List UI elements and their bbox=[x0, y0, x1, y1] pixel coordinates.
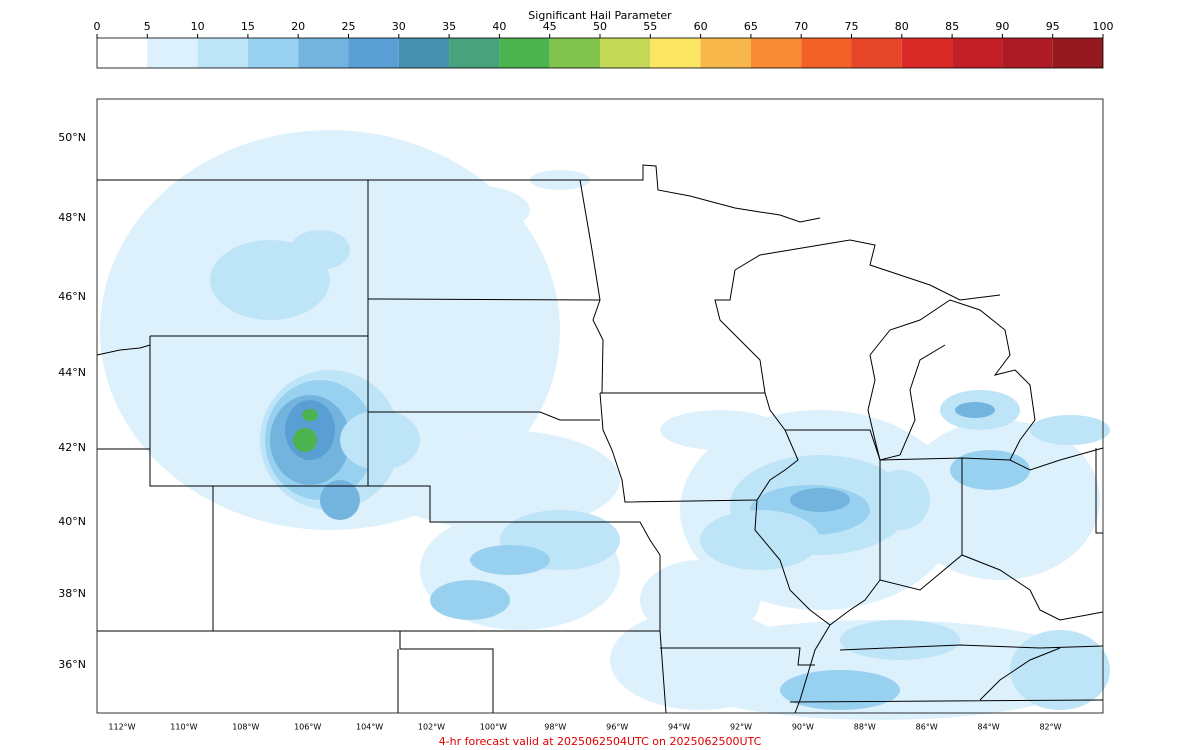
contour-fill bbox=[870, 470, 930, 530]
contour-fill bbox=[293, 428, 317, 452]
colorbar-tick-label: 15 bbox=[241, 20, 255, 33]
colorbar-bin bbox=[398, 38, 450, 68]
lon-label: 100°W bbox=[480, 723, 507, 732]
lon-label: 106°W bbox=[294, 723, 321, 732]
colorbar-bin bbox=[1052, 38, 1103, 68]
colorbar-tick-label: 65 bbox=[744, 20, 758, 33]
colorbar-tick-label: 10 bbox=[191, 20, 205, 33]
contour-fill bbox=[1030, 415, 1110, 445]
colorbar-tick-label: 75 bbox=[845, 20, 859, 33]
colorbar-tick-label: 45 bbox=[543, 20, 557, 33]
contour-fill bbox=[1010, 630, 1110, 710]
lat-label: 36°N bbox=[58, 658, 86, 671]
contour-fill bbox=[430, 580, 510, 620]
colorbar-tick-label: 25 bbox=[342, 20, 356, 33]
colorbar-bin bbox=[97, 38, 148, 68]
lon-label: 96°W bbox=[606, 723, 628, 732]
contour-fill bbox=[660, 410, 780, 450]
colorbar-tick-label: 80 bbox=[895, 20, 909, 33]
contour-fill bbox=[660, 620, 1100, 720]
lat-label: 40°N bbox=[58, 515, 86, 528]
colorbar-bin bbox=[901, 38, 953, 68]
colorbar-tick-label: 50 bbox=[593, 20, 607, 33]
lon-label: 92°W bbox=[730, 723, 752, 732]
colorbar-tick-label: 95 bbox=[1046, 20, 1060, 33]
colorbar-bin bbox=[549, 38, 600, 68]
colorbar-tick-label: 100 bbox=[1093, 20, 1114, 33]
colorbar-tick-label: 20 bbox=[291, 20, 305, 33]
contour-fill bbox=[470, 545, 550, 575]
lat-label: 46°N bbox=[58, 290, 86, 303]
colorbar-bin bbox=[952, 38, 1003, 68]
colorbar-bin bbox=[650, 38, 701, 68]
lon-label: 108°W bbox=[232, 723, 259, 732]
lon-label: 82°W bbox=[1039, 723, 1061, 732]
lon-labels: 112°W 110°W 108°W 106°W 104°W 102°W 100°W 98°W 9… bbox=[108, 723, 1061, 732]
contour-fill bbox=[900, 420, 1100, 580]
lat-labels: 50°N 48°N 46°N 44°N 42°N 40°N 38°N 36°N bbox=[58, 131, 86, 671]
lat-label: 44°N bbox=[58, 366, 86, 379]
state-borders bbox=[96, 164, 1104, 714]
lon-label: 88°W bbox=[854, 723, 876, 732]
colorbar-bin bbox=[247, 38, 299, 68]
colorbar-bin bbox=[499, 38, 550, 68]
colorbar-tick-label: 5 bbox=[144, 20, 151, 33]
lon-label: 90°W bbox=[792, 723, 814, 732]
colorbar-tick-label: 85 bbox=[945, 20, 959, 33]
lon-label: 110°W bbox=[170, 723, 197, 732]
contour-fill bbox=[700, 510, 820, 570]
lat-label: 50°N bbox=[58, 131, 86, 144]
lon-label: 86°W bbox=[916, 723, 938, 732]
colorbar-tick-label: 40 bbox=[492, 20, 506, 33]
lon-label: 104°W bbox=[356, 723, 383, 732]
contour-fill bbox=[320, 480, 360, 520]
colorbar-bin bbox=[600, 38, 651, 68]
footer: 4-hr forecast valid at 2025062504UTC on … bbox=[439, 735, 762, 748]
colorbar-tick-label: 55 bbox=[643, 20, 657, 33]
contour-fill bbox=[302, 409, 318, 421]
contour-fill bbox=[840, 620, 960, 660]
colorbar-tick-label: 60 bbox=[694, 20, 708, 33]
lon-label: 84°W bbox=[978, 723, 1000, 732]
colorbar: 0 5 10 15 20 25 30 35 40 45 50 55 60 65 70 75 80 85 90 95 10… bbox=[94, 20, 1114, 69]
map-frame bbox=[96, 98, 1104, 714]
lat-label: 42°N bbox=[58, 441, 86, 454]
hail-contours bbox=[100, 130, 1110, 720]
contour-fill bbox=[340, 410, 420, 470]
colorbar-title: Significant Hail Parameter bbox=[528, 9, 672, 22]
colorbar-bin bbox=[750, 38, 802, 68]
colorbar-tick-label: 35 bbox=[442, 20, 456, 33]
colorbar-bin bbox=[348, 38, 399, 68]
colorbar-bin bbox=[700, 38, 751, 68]
colorbar-bin bbox=[1002, 38, 1053, 68]
colorbar-bin bbox=[147, 38, 198, 68]
lat-label: 48°N bbox=[58, 211, 86, 224]
lon-label: 94°W bbox=[668, 723, 690, 732]
contour-fill bbox=[640, 560, 760, 640]
contour-fill bbox=[380, 430, 620, 530]
colorbar-bin bbox=[801, 38, 852, 68]
colorbar-tick-label: 70 bbox=[794, 20, 808, 33]
colorbar-tick-label: 30 bbox=[392, 20, 406, 33]
contour-fill bbox=[790, 488, 850, 512]
colorbar-bin bbox=[449, 38, 500, 68]
contour-fill bbox=[955, 402, 995, 418]
colorbar-tick-label: 90 bbox=[995, 20, 1009, 33]
contour-fill bbox=[410, 185, 530, 235]
colorbar-bin bbox=[197, 38, 248, 68]
colorbar-bin bbox=[298, 38, 349, 68]
lon-label: 102°W bbox=[418, 723, 445, 732]
lon-label: 112°W bbox=[108, 723, 135, 732]
contour-fill bbox=[290, 230, 350, 270]
lat-label: 38°N bbox=[58, 587, 86, 600]
lon-label: 98°W bbox=[544, 723, 566, 732]
colorbar-bin bbox=[851, 38, 902, 68]
colorbar-tick-label: 0 bbox=[94, 20, 101, 33]
contour-fill bbox=[780, 670, 900, 710]
